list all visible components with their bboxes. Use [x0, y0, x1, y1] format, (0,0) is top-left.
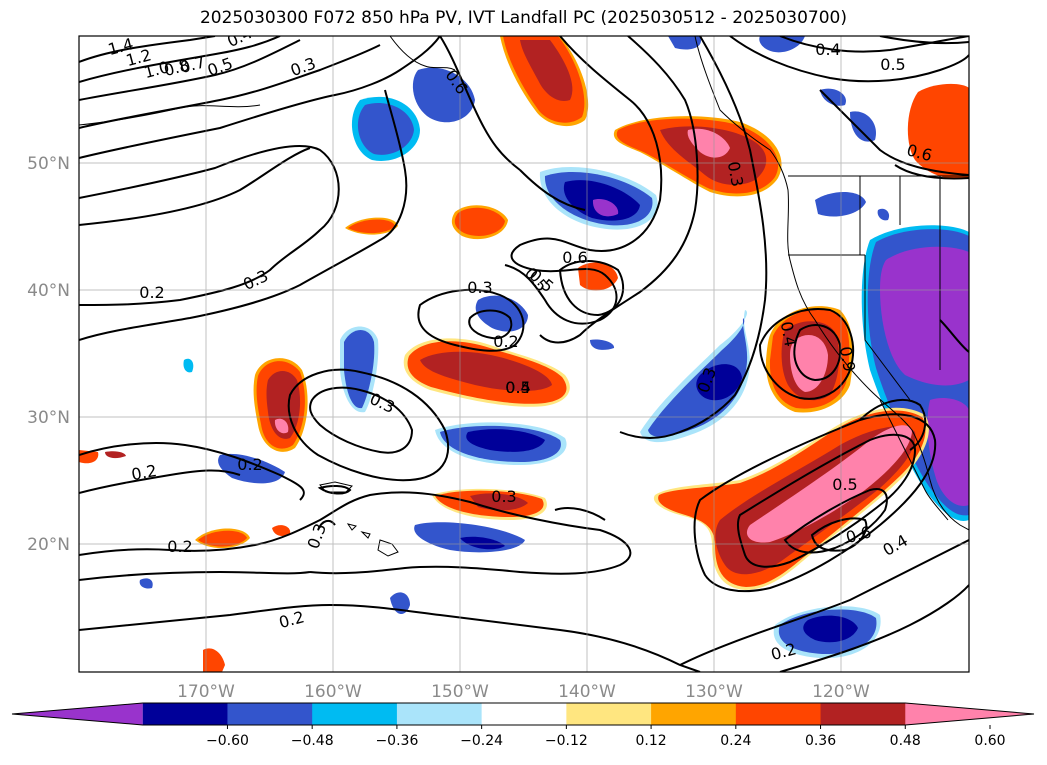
colorbar-tick-label: −0.48 — [291, 733, 334, 749]
contour-label: 0.6 — [562, 248, 587, 267]
colorbar-tick-label: 0.36 — [805, 733, 836, 749]
colorbar-tick-label: −0.12 — [545, 733, 588, 749]
longitude-label: 160°W — [304, 682, 362, 702]
contour-label: 0.2 — [139, 283, 164, 302]
colorbar: −0.60 −0.48 −0.36 −0.24 −0.12 0.12 0.24 0.36 0.4… — [11, 702, 1035, 749]
positive-anomaly-shading — [79, 36, 969, 672]
colorbar-extend-high — [905, 703, 1034, 725]
colorbar-swatch — [735, 703, 822, 725]
colorbar-swatch — [396, 703, 483, 725]
contour-label: 0.3 — [467, 278, 492, 297]
colorbar-swatch — [820, 703, 906, 725]
longitude-labels: 170°W 160°W 150°W 140°W 130°W 120°W — [177, 682, 870, 702]
contour-label: 0.3 — [724, 160, 747, 188]
colorbar-swatch — [227, 703, 313, 725]
colorbar-swatch — [566, 703, 652, 725]
contour-label: 0.5 — [880, 55, 905, 74]
negative-anomaly-shading — [139, 36, 969, 659]
longitude-label: 150°W — [431, 682, 489, 702]
latitude-labels: 50°N 40°N 30°N 20°N — [27, 154, 70, 555]
contour-label: 0.4 — [777, 320, 800, 348]
colorbar-swatch — [651, 703, 737, 725]
longitude-label: 120°W — [812, 682, 870, 702]
contour-label: 0.4 — [815, 40, 840, 59]
colorbar-outline — [11, 702, 1035, 726]
contour-label: 0.2 — [130, 461, 158, 484]
contour-label: 0.4 — [505, 378, 530, 397]
contour-label: 0.2 — [237, 455, 262, 474]
colorbar-tick-label: 0.48 — [890, 733, 921, 749]
latitude-label: 50°N — [27, 154, 70, 174]
latitude-label: 30°N — [27, 408, 70, 428]
contour-label: 0.3 — [491, 487, 516, 506]
longitude-label: 170°W — [177, 682, 235, 702]
longitude-label: 140°W — [558, 682, 616, 702]
colorbar-tick-label: −0.36 — [375, 733, 418, 749]
map-frame — [78, 35, 970, 673]
contour-label: 0.2 — [493, 332, 518, 351]
colorbar-swatch — [142, 703, 228, 725]
colorbar-swatch — [312, 703, 398, 725]
contour-label: 0.5 — [832, 475, 857, 494]
colorbar-extend-low — [12, 703, 143, 725]
longitude-label: 130°W — [685, 682, 743, 702]
colorbar-tick-label: 0.24 — [720, 733, 751, 749]
latitude-label: 40°N — [27, 281, 70, 301]
graticule — [79, 36, 969, 672]
latitude-label: 20°N — [27, 535, 70, 555]
colorbar-tick-label: 0.12 — [636, 733, 667, 749]
contour-label: 0.5 — [505, 378, 530, 397]
colorbar-tick-label: −0.24 — [460, 733, 503, 749]
colorbar-swatch — [481, 703, 567, 725]
colorbar-tick-label: 0.60 — [974, 733, 1005, 749]
contour-label: 1.4 — [106, 34, 136, 59]
colorbar-tick-label: −0.60 — [206, 733, 249, 749]
map-title: 2025030300 F072 850 hPa PV, IVT Landfall… — [199, 8, 847, 28]
contour-label: 0.9 — [836, 345, 859, 373]
map-fields: 1.41.21.00.80.70.50.40.60.50.30.60.40.50… — [79, 34, 969, 672]
contour-label: 0.2 — [167, 537, 192, 556]
